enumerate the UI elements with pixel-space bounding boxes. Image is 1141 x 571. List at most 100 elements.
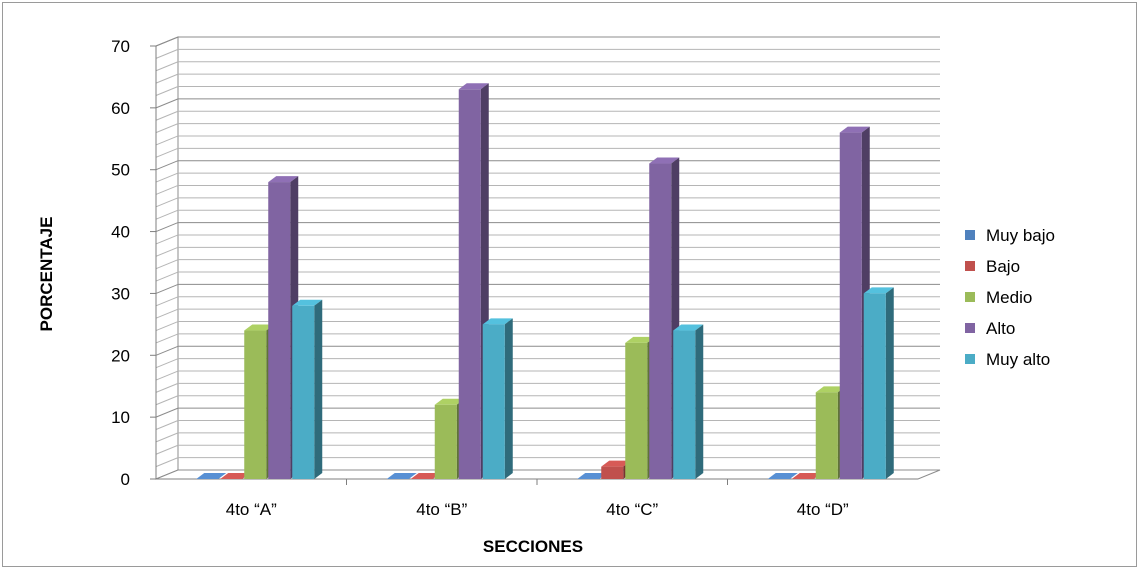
bar-top [268,176,299,183]
gridline-minor-depth [155,333,179,344]
bar-front [839,132,862,479]
legend-item: Muy alto [965,350,1050,369]
gridline-major-depth [155,407,179,418]
bar [482,318,513,479]
bar [767,473,798,479]
gridline-minor-depth [155,457,179,468]
gridline-minor-depth [155,135,179,146]
bar-front [434,404,457,479]
gridline-minor-depth [155,432,179,443]
bar [863,287,894,479]
gridline-minor-depth [155,308,179,319]
y-axis-title: PORCENTAJE [37,217,56,332]
bar [577,473,608,479]
bar-front [601,466,624,479]
gridline-minor-depth [155,86,179,96]
bar [410,473,441,479]
y-tick-label: 20 [111,346,130,365]
legend-label: Bajo [986,257,1020,276]
bar [220,473,251,479]
legend-swatch [965,323,975,333]
bar [292,299,323,479]
gridline-minor-depth [155,420,179,430]
bar-side [504,318,513,479]
gridline-minor-depth [155,61,179,72]
legend-label: Muy bajo [986,226,1055,245]
bar-top [577,473,608,479]
bar-top [196,473,227,479]
gridline-minor-depth [155,358,179,369]
legend-item: Muy bajo [965,226,1055,245]
y-tick-label: 0 [121,470,130,489]
legend-swatch [965,261,975,271]
bar-top [482,318,513,325]
bar-top [649,157,680,164]
legend-item: Bajo [965,257,1020,276]
gridline-minor-depth [155,246,179,257]
gridline-minor-depth [155,370,179,381]
gridline-minor-depth [155,123,179,134]
bar-top [839,126,870,133]
legend-item: Alto [965,319,1015,338]
bar-front [863,293,886,479]
bar-side [885,287,894,479]
x-tick-labels: 4to “A” 4to “B” 4to “C” 4to “D” [226,500,849,519]
legend-label: Muy alto [986,350,1050,369]
x-tick-label: 4to “C” [606,500,658,519]
gridline-major-depth [155,283,179,294]
bar-front [649,163,672,479]
x-axis-title: SECCIONES [483,537,583,556]
bar-top [815,386,846,393]
gridline-minor-depth [155,234,179,245]
bar-top [434,398,465,405]
bar-front [815,392,838,479]
gridline-minor-depth [155,444,179,455]
bar [386,473,417,479]
bar-top [386,473,417,479]
bar-front [292,305,315,479]
legend: Muy bajo Bajo Medio Alto Muy alto [965,226,1055,369]
bars [196,83,894,480]
legend-swatch [965,230,975,240]
bar-top [791,473,822,479]
bar-side [695,324,704,479]
bar-side [314,299,323,479]
bar-front [268,182,291,480]
legend-label: Medio [986,288,1032,307]
bar-top [458,83,489,90]
gridline-minor-depth [155,147,179,158]
gridline-minor-depth [155,296,179,307]
bar-top [410,473,441,479]
x-tick-label: 4to “A” [226,500,277,519]
legend-item: Medio [965,288,1032,307]
y-tick-label: 60 [111,99,130,118]
gridline-minor-depth [155,321,179,332]
bar-top [673,324,704,331]
legend-swatch [965,292,975,302]
gridline-major-depth [155,222,179,233]
gridline-minor-depth [155,382,179,393]
gridline-minor-depth [155,271,179,282]
bar-top [220,473,251,479]
gridline-minor-depth [155,209,179,220]
y-tick-label: 10 [111,408,130,427]
gridline-minor-depth [155,172,179,183]
bar-top [292,299,323,306]
y-tick-labels: 0 10 20 30 40 50 60 70 [111,37,130,489]
gridline-minor-depth [155,395,179,406]
gridline-major-depth [155,160,179,171]
legend-swatch [965,354,975,364]
gridline-minor-depth [155,110,179,121]
gridline-minor-depth [155,184,179,195]
bar-top [601,460,632,467]
legend-label: Alto [986,319,1015,338]
bar [196,473,227,479]
bar [673,324,704,479]
bar-top [767,473,798,479]
gridline-major-depth [155,98,179,109]
gridline-minor-depth [155,259,179,270]
gridline-major-depth [155,36,179,47]
bar-top [244,324,275,331]
gridline-minor-depth [155,48,179,59]
